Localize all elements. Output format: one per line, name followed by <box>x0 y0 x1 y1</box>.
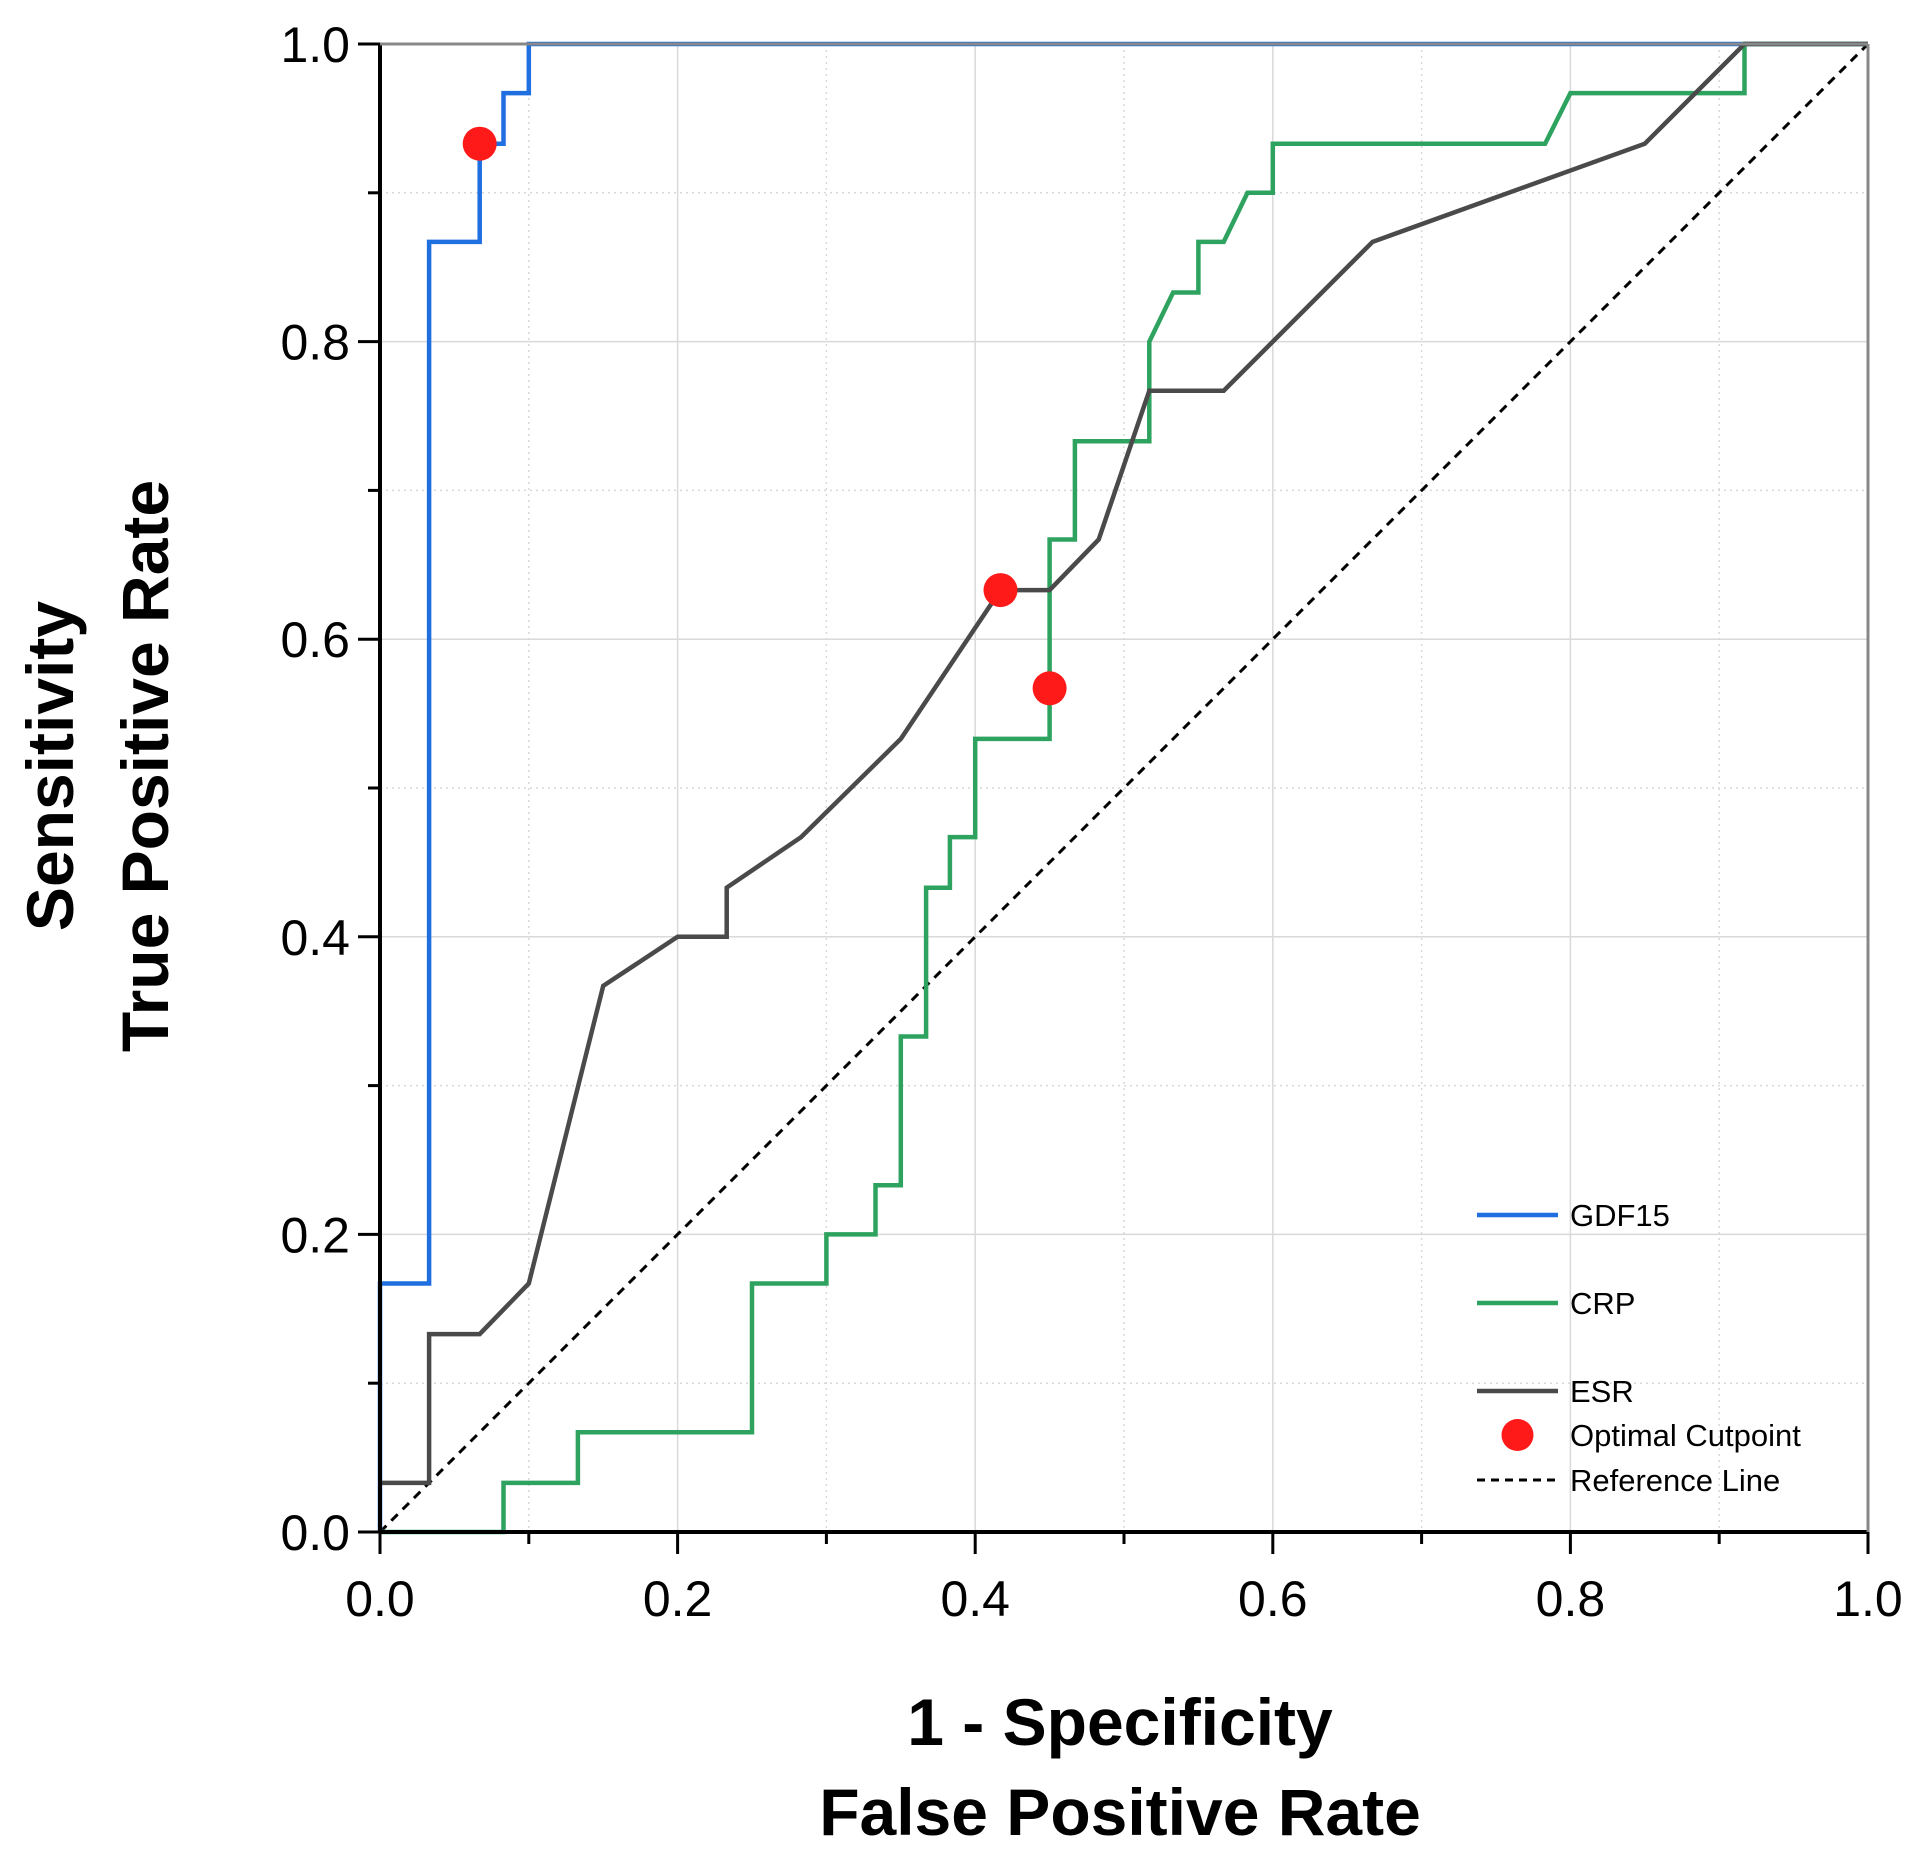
y-tick-label: 0.2 <box>280 1207 350 1263</box>
optimal-cutpoint-layer <box>462 126 1067 706</box>
legend-optimal-cutpoint-swatch <box>1501 1419 1534 1451</box>
y-tick-label: 1.0 <box>280 17 350 73</box>
legend-optimal-cutpoint-label: Optimal Cutpoint <box>1570 1418 1801 1453</box>
y-tick-label: 0.8 <box>280 315 350 371</box>
legend-gdf15-label: GDF15 <box>1570 1198 1670 1233</box>
ticks: 0.0 0.2 0.4 0.6 0.8 1.0 0.0 0.2 0.4 0.6 0.8 1.0 <box>280 17 1902 1627</box>
esr-series-line <box>380 41 1868 1486</box>
grid-lines <box>380 44 1868 1532</box>
y-axis-title-line2: True Positive Rate <box>108 480 182 1052</box>
legend: GDF15 CRP ESR Optimal Cutpoint Reference Lin… <box>1477 1198 1801 1498</box>
y-tick-label: 0.4 <box>280 910 350 966</box>
x-axis-title-line1: 1 - Specificity <box>907 1685 1333 1759</box>
legend-crp-label: CRP <box>1570 1286 1635 1321</box>
optimal-cutpoint-marker <box>462 126 497 161</box>
x-tick-label: 0.0 <box>345 1571 415 1627</box>
y-axis-title-line1: Sensitivity <box>13 601 87 931</box>
x-tick-label: 0.8 <box>1536 1571 1606 1627</box>
crp-series-line <box>380 41 1868 1535</box>
legend-reference-line-label: Reference Line <box>1570 1463 1780 1498</box>
legend-esr-label: ESR <box>1570 1374 1634 1409</box>
y-tick-label: 0.0 <box>280 1505 350 1561</box>
y-tick-label: 0.6 <box>280 612 350 668</box>
x-axis-title-line2: False Positive Rate <box>819 1775 1421 1849</box>
x-tick-label: 0.2 <box>643 1571 713 1627</box>
optimal-cutpoint-marker <box>1032 671 1067 706</box>
optimal-cutpoint-marker <box>983 573 1018 608</box>
x-tick-label: 0.4 <box>940 1571 1010 1627</box>
x-tick-label: 1.0 <box>1833 1571 1903 1627</box>
x-tick-label: 0.6 <box>1238 1571 1308 1627</box>
